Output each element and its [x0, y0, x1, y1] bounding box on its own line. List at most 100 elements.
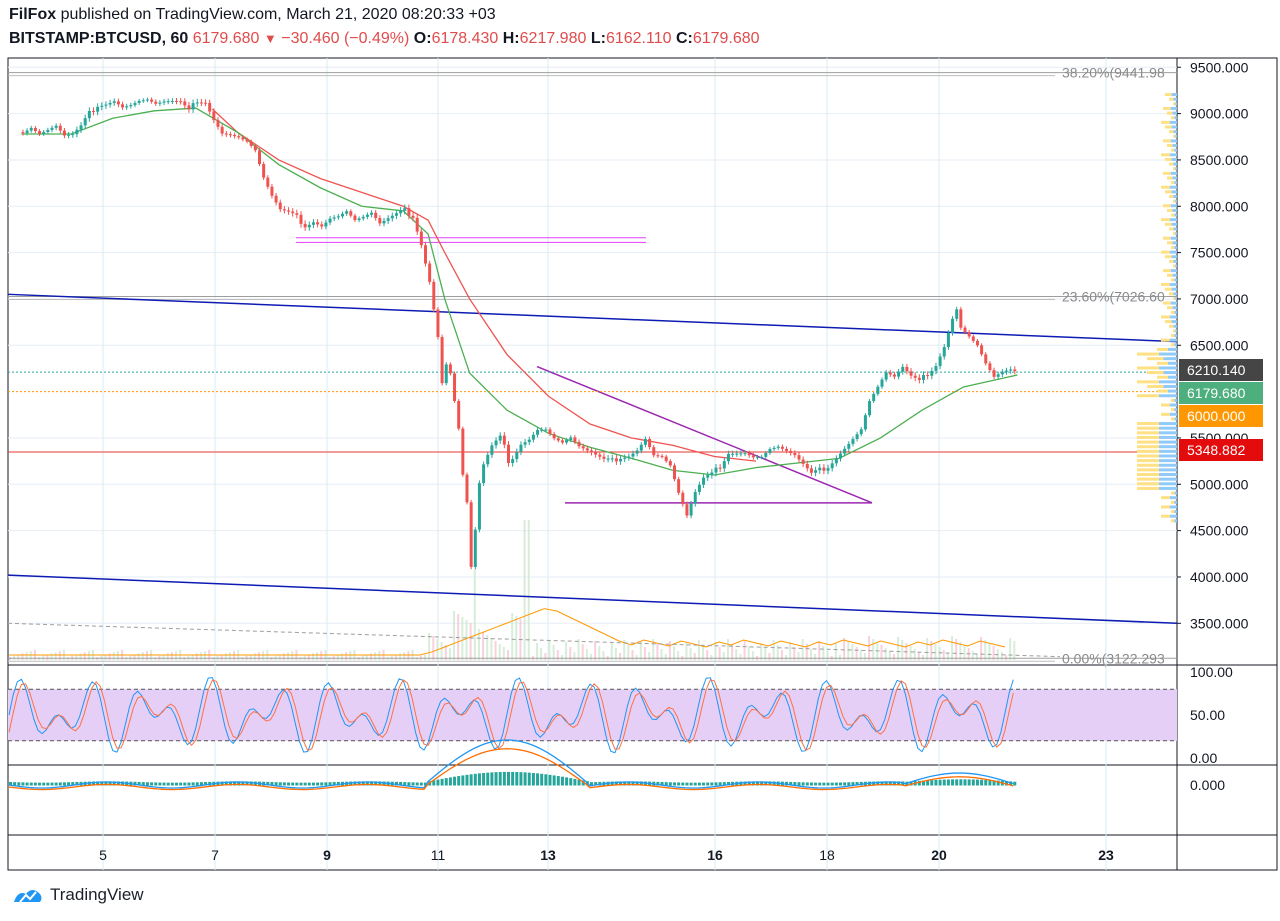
macd-histogram-bar	[50, 782, 54, 786]
candle-body	[469, 502, 473, 567]
profile-bar-down	[1169, 153, 1177, 157]
volume-bar	[747, 646, 750, 660]
candle-body	[922, 375, 925, 380]
volume-bar	[249, 654, 252, 660]
volume-bar	[726, 639, 729, 660]
candle-body	[697, 484, 701, 492]
profile-bar-up	[1173, 199, 1176, 203]
macd-histogram-bar	[490, 772, 494, 786]
profile-bar-down	[1174, 116, 1177, 120]
volume-bar	[1009, 638, 1012, 660]
candle-body	[610, 458, 614, 460]
candle-body	[87, 110, 91, 119]
candle-body	[411, 215, 415, 218]
macd-histogram-bar	[527, 772, 531, 786]
macd-histogram-bar	[747, 781, 751, 786]
volume-bar	[473, 570, 476, 660]
stoch-d-line	[8, 679, 1014, 752]
macd-histogram-bar	[843, 782, 847, 786]
tradingview-logo-icon	[14, 890, 42, 903]
macd-histogram-bar	[9, 782, 12, 786]
price-tick-label: 4000.000	[1190, 569, 1249, 585]
profile-bar-up	[1167, 306, 1173, 310]
volume-bar	[718, 647, 721, 660]
macd-histogram-bar	[374, 781, 378, 786]
profile-bar-down	[1169, 315, 1177, 319]
profile-bar-down	[1159, 394, 1177, 398]
tradingview-branding[interactable]: TradingView	[12, 884, 144, 906]
macd-histogram-bar	[75, 781, 79, 786]
profile-bar-up	[1171, 334, 1175, 338]
profile-bar-up	[1171, 310, 1175, 314]
volume-bar	[565, 642, 568, 660]
price-axis[interactable]: 9500.000 9000.000 8500.000 8000.000 7500.000…	[1177, 59, 1249, 631]
macd-histogram-bar	[175, 782, 178, 786]
profile-bar-down	[1169, 403, 1177, 407]
profile-bar-down	[1159, 422, 1177, 426]
macd-histogram-bar	[988, 780, 992, 786]
volume-bar	[1013, 641, 1016, 660]
candle-body	[930, 370, 934, 376]
volume-bar	[527, 520, 530, 660]
price-tick-label: 9500.000	[1190, 59, 1249, 75]
macd-histogram-bar	[328, 782, 332, 786]
time-axis[interactable]: 5 7 9 11 13 16 18 20 23	[99, 847, 1114, 863]
low-value: 6162.110	[605, 30, 672, 47]
candle-body	[689, 503, 693, 516]
macd-histogram-bar	[963, 779, 967, 786]
candle-body	[909, 371, 913, 376]
candle-body	[955, 309, 959, 319]
candle-body	[975, 340, 979, 346]
profile-bar-up	[1165, 157, 1172, 161]
volume-bar	[880, 645, 883, 660]
profile-bar-up	[1161, 338, 1170, 342]
candle-body	[270, 186, 274, 196]
volume-bar	[656, 644, 659, 660]
profile-bar-down	[1170, 204, 1177, 208]
volume-bar	[428, 633, 431, 660]
candle-body	[336, 216, 340, 218]
candle-body	[133, 102, 137, 106]
macd-histogram-bar	[278, 782, 282, 786]
volume-bar	[287, 652, 290, 660]
macd-histogram-bar	[951, 779, 955, 786]
macd-histogram-bar	[805, 782, 809, 786]
profile-bar-down	[1170, 106, 1177, 110]
profile-bar-up	[1137, 449, 1159, 453]
candle-body	[917, 377, 921, 380]
macd-histogram-bar	[295, 782, 299, 786]
price-tick-label: 5000.000	[1190, 476, 1249, 492]
candle-body	[233, 134, 237, 137]
volume-bar	[141, 652, 144, 660]
macd-histogram-bar	[685, 782, 689, 786]
candle-body	[46, 129, 50, 132]
volume-bar	[639, 642, 642, 660]
profile-bar-down	[1168, 347, 1177, 351]
profile-bar-down	[1171, 320, 1177, 324]
candle-body	[623, 457, 627, 459]
symbol-label[interactable]: BITSTAMP:BTCUSD, 60	[9, 30, 189, 47]
candle-body	[199, 102, 203, 104]
stoch-tick-label: 50.00	[1190, 707, 1225, 723]
candle-body	[747, 453, 751, 456]
candle-body	[121, 104, 125, 108]
macd-histogram-bar	[187, 782, 191, 786]
candle-body	[237, 136, 241, 138]
volume-bar	[465, 620, 468, 660]
time-tick-label: 16	[707, 847, 723, 863]
profile-bar-down	[1169, 218, 1177, 222]
candle-body	[577, 441, 581, 447]
candle-body	[357, 218, 361, 221]
candle-body	[992, 370, 996, 377]
candle-body	[461, 428, 465, 475]
candle-body	[1013, 369, 1017, 372]
macd-histogram-bar	[399, 781, 403, 786]
volume-bar	[403, 652, 406, 660]
profile-bar-down	[1159, 449, 1177, 453]
volume-bar	[432, 636, 435, 660]
macd-histogram-bar	[270, 782, 274, 786]
candle-body	[228, 134, 232, 136]
time-tick-label: 5	[99, 847, 107, 863]
price-badge	[1179, 382, 1263, 404]
